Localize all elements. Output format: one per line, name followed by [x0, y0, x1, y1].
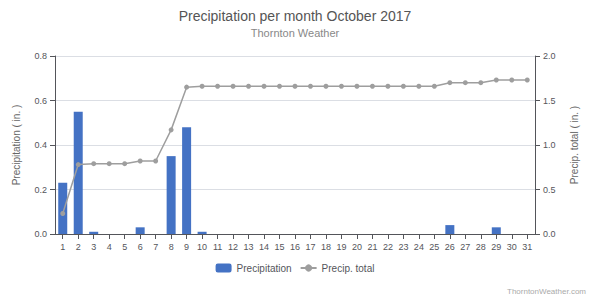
- svg-text:26: 26: [445, 242, 455, 252]
- svg-text:28: 28: [476, 242, 486, 252]
- svg-text:22: 22: [383, 242, 393, 252]
- svg-text:25: 25: [429, 242, 439, 252]
- svg-text:30: 30: [507, 242, 517, 252]
- svg-text:1.0: 1.0: [543, 140, 556, 150]
- svg-text:14: 14: [259, 242, 269, 252]
- svg-text:0.6: 0.6: [34, 96, 47, 106]
- svg-text:17: 17: [305, 242, 315, 252]
- svg-text:23: 23: [398, 242, 408, 252]
- svg-text:21: 21: [367, 242, 377, 252]
- svg-text:16: 16: [290, 242, 300, 252]
- svg-text:20: 20: [352, 242, 362, 252]
- svg-text:0.5: 0.5: [543, 185, 556, 195]
- svg-text:Precipitation: Precipitation: [237, 263, 292, 274]
- svg-text:ThorntonWeather.com: ThorntonWeather.com: [507, 287, 586, 296]
- svg-text:31: 31: [522, 242, 532, 252]
- svg-text:27: 27: [460, 242, 470, 252]
- svg-text:2: 2: [76, 242, 81, 252]
- svg-text:Precipitation ( in. ): Precipitation ( in. ): [11, 105, 22, 186]
- svg-text:10: 10: [197, 242, 207, 252]
- svg-text:0.0: 0.0: [543, 229, 556, 239]
- svg-text:0.4: 0.4: [34, 140, 47, 150]
- svg-text:Precip. total ( in. ): Precip. total ( in. ): [569, 106, 580, 184]
- svg-text:1.5: 1.5: [543, 96, 556, 106]
- svg-text:8: 8: [169, 242, 174, 252]
- svg-text:12: 12: [228, 242, 238, 252]
- svg-text:0.8: 0.8: [34, 51, 47, 61]
- svg-text:7: 7: [153, 242, 158, 252]
- svg-text:29: 29: [491, 242, 501, 252]
- svg-text:24: 24: [414, 242, 424, 252]
- svg-text:9: 9: [184, 242, 189, 252]
- svg-text:6: 6: [138, 242, 143, 252]
- svg-text:4: 4: [107, 242, 112, 252]
- svg-text:5: 5: [122, 242, 127, 252]
- svg-text:Precipitation per month Octobe: Precipitation per month October 2017: [179, 8, 412, 24]
- svg-text:11: 11: [213, 242, 222, 252]
- svg-text:18: 18: [321, 242, 331, 252]
- svg-text:Thornton Weather: Thornton Weather: [251, 27, 340, 39]
- svg-text:19: 19: [336, 242, 346, 252]
- svg-text:13: 13: [244, 242, 254, 252]
- svg-text:2.0: 2.0: [543, 51, 556, 61]
- svg-text:15: 15: [275, 242, 285, 252]
- svg-text:1: 1: [60, 242, 65, 252]
- svg-text:3: 3: [91, 242, 96, 252]
- svg-text:0.0: 0.0: [34, 229, 47, 239]
- svg-text:Precip. total: Precip. total: [322, 263, 375, 274]
- svg-text:0.2: 0.2: [34, 185, 47, 195]
